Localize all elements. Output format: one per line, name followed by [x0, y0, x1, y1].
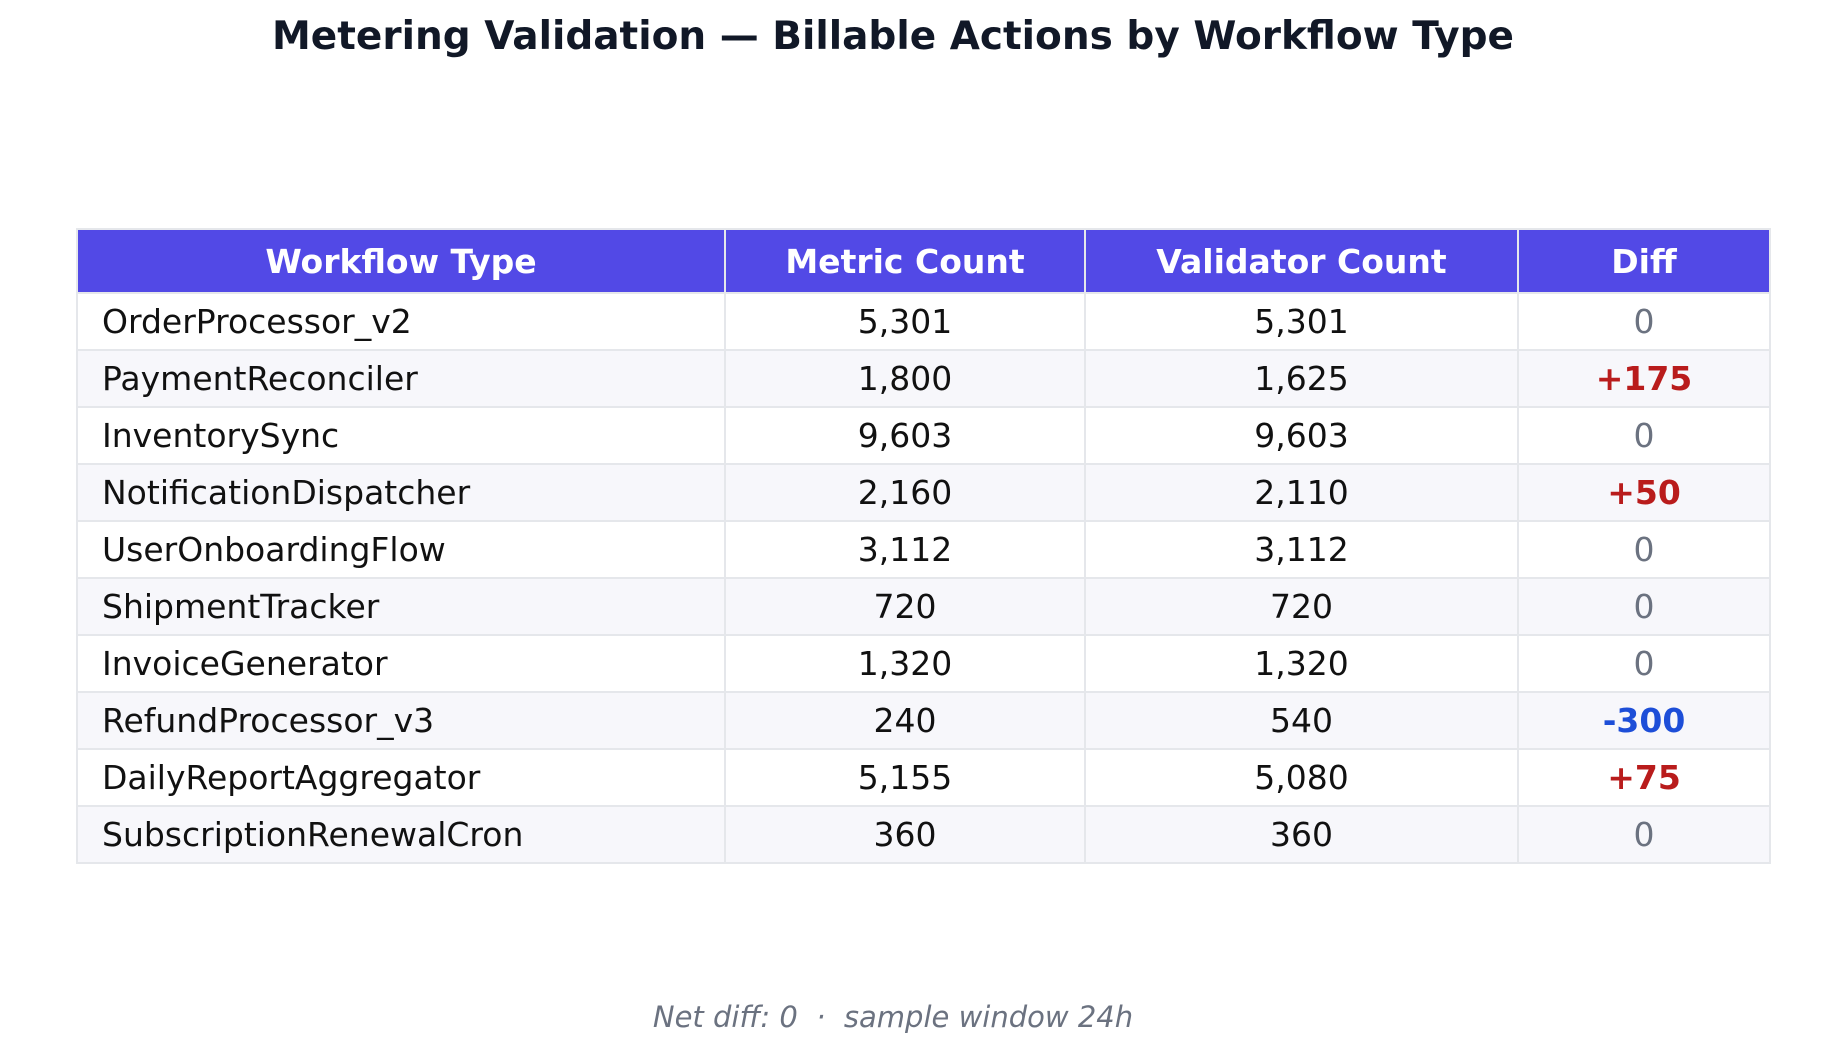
cell-metric-count: 240 [724, 691, 1086, 750]
table-row: OrderProcessor_v2 5,301 5,301 0 [76, 292, 1771, 351]
cell-validator-count: 2,110 [1084, 463, 1519, 522]
table-row: DailyReportAggregator 5,155 5,080 +75 [76, 748, 1771, 807]
cell-validator-count: 3,112 [1084, 520, 1519, 579]
cell-metric-count: 1,320 [724, 634, 1086, 693]
chart-footer-note: Net diff: 0 · sample window 24h [652, 1000, 1134, 1034]
table-row: UserOnboardingFlow 3,112 3,112 0 [76, 520, 1771, 579]
cell-diff: 0 [1517, 520, 1771, 579]
table-header-row: Workflow Type Metric Count Validator Cou… [76, 228, 1771, 294]
cell-validator-count: 5,080 [1084, 748, 1519, 807]
cell-workflow-type: InvoiceGenerator [76, 634, 726, 693]
table-row: PaymentReconciler 1,800 1,625 +175 [76, 349, 1771, 408]
cell-diff: 0 [1517, 805, 1771, 864]
cell-metric-count: 2,160 [724, 463, 1086, 522]
cell-validator-count: 720 [1084, 577, 1519, 636]
cell-workflow-type: DailyReportAggregator [76, 748, 726, 807]
cell-metric-count: 720 [724, 577, 1086, 636]
cell-workflow-type: NotificationDispatcher [76, 463, 726, 522]
cell-validator-count: 5,301 [1084, 292, 1519, 351]
cell-workflow-type: InventorySync [76, 406, 726, 465]
cell-metric-count: 5,301 [724, 292, 1086, 351]
table-row: SubscriptionRenewalCron 360 360 0 [76, 805, 1771, 864]
cell-workflow-type: ShipmentTracker [76, 577, 726, 636]
cell-diff: +175 [1517, 349, 1771, 408]
column-header-workflow-type: Workflow Type [76, 228, 726, 294]
cell-diff: -300 [1517, 691, 1771, 750]
metering-table-container: Workflow Type Metric Count Validator Cou… [76, 228, 1771, 864]
cell-diff: +75 [1517, 748, 1771, 807]
cell-metric-count: 1,800 [724, 349, 1086, 408]
cell-workflow-type: UserOnboardingFlow [76, 520, 726, 579]
metering-table: Workflow Type Metric Count Validator Cou… [76, 228, 1771, 864]
cell-validator-count: 1,625 [1084, 349, 1519, 408]
cell-diff: 0 [1517, 634, 1771, 693]
column-header-validator-count: Validator Count [1084, 228, 1519, 294]
cell-validator-count: 9,603 [1084, 406, 1519, 465]
column-header-diff: Diff [1517, 228, 1771, 294]
cell-metric-count: 3,112 [724, 520, 1086, 579]
cell-metric-count: 5,155 [724, 748, 1086, 807]
cell-metric-count: 360 [724, 805, 1086, 864]
table-row: NotificationDispatcher 2,160 2,110 +50 [76, 463, 1771, 522]
cell-validator-count: 360 [1084, 805, 1519, 864]
cell-workflow-type: PaymentReconciler [76, 349, 726, 408]
cell-diff: 0 [1517, 406, 1771, 465]
cell-validator-count: 540 [1084, 691, 1519, 750]
cell-diff: +50 [1517, 463, 1771, 522]
cell-diff: 0 [1517, 577, 1771, 636]
chart-title: Metering Validation — Billable Actions b… [272, 14, 1514, 59]
cell-workflow-type: RefundProcessor_v3 [76, 691, 726, 750]
cell-validator-count: 1,320 [1084, 634, 1519, 693]
column-header-metric-count: Metric Count [724, 228, 1086, 294]
cell-metric-count: 9,603 [724, 406, 1086, 465]
cell-workflow-type: SubscriptionRenewalCron [76, 805, 726, 864]
cell-workflow-type: OrderProcessor_v2 [76, 292, 726, 351]
table-row: ShipmentTracker 720 720 0 [76, 577, 1771, 636]
table-row: RefundProcessor_v3 240 540 -300 [76, 691, 1771, 750]
table-row: InvoiceGenerator 1,320 1,320 0 [76, 634, 1771, 693]
table-row: InventorySync 9,603 9,603 0 [76, 406, 1771, 465]
cell-diff: 0 [1517, 292, 1771, 351]
table-body: OrderProcessor_v2 5,301 5,301 0 PaymentRecon… [76, 292, 1771, 864]
